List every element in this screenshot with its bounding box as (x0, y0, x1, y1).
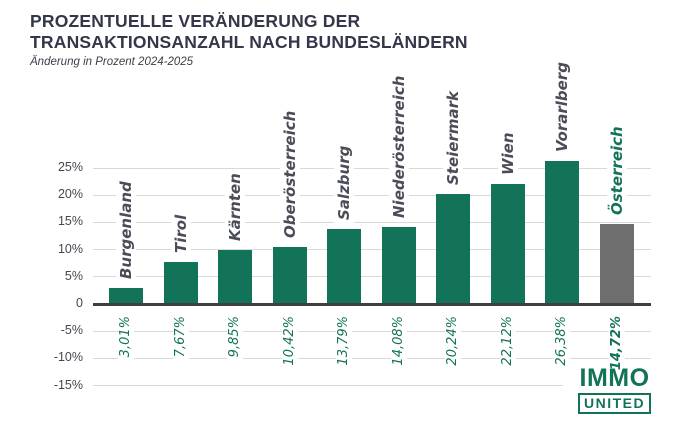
chart-title: PROZENTUELLE VERÄNDERUNG DER TRANSAKTION… (30, 11, 468, 53)
bar-value-steiermark: 20,24% (445, 313, 461, 369)
bar-value-burgenland: 3,01% (118, 313, 134, 361)
bar-label-vorarlberg: Vorarlberg (552, 58, 572, 155)
bar-label-steiermark: Steiermark (443, 88, 463, 189)
bar-value-vorarlberg: 26,38% (554, 313, 570, 369)
bar-label-oberoesterreich: Oberösterreich (279, 108, 300, 242)
y-axis-tick-label: -10% (53, 350, 83, 365)
bar-label-burgenland: Burgenland (116, 177, 136, 282)
y-axis-tick-label: -15% (53, 377, 83, 392)
gridline (93, 221, 651, 223)
gridline (93, 194, 651, 196)
y-axis-tick-label: -5% (60, 323, 83, 338)
bar-value-salzburg: 13,79% (336, 313, 352, 369)
bar-oberoesterreich (272, 247, 307, 304)
immo-united-logo: IMMO UNITED (578, 364, 652, 414)
bar-salzburg (327, 229, 361, 304)
bar-label-salzburg: Salzburg (334, 142, 354, 224)
bar-label-wien: Wien (497, 129, 518, 178)
bar-burgenland (109, 287, 143, 304)
gridline (93, 357, 651, 359)
y-axis-tick-label: 0 (76, 296, 83, 310)
bar-kaernten (218, 250, 252, 304)
chart-title-line2: TRANSAKTIONSANZAHL NACH BUNDESLÄNDERN (30, 32, 468, 52)
bar-value-oberoesterreich: 10,42% (281, 313, 298, 369)
chart-subtitle: Änderung in Prozent 2024-2025 (30, 56, 194, 68)
bar-value-niederoesterreich: 14,08% (390, 313, 407, 369)
logo-united-text: UNITED (578, 393, 652, 414)
bar-tirol (163, 262, 198, 304)
gridline (93, 249, 651, 251)
chart-title-line1: PROZENTUELLE VERÄNDERUNG DER (30, 11, 361, 31)
bar-niederoesterreich (381, 227, 416, 304)
bar-label-oesterreich: Österreich (606, 123, 627, 218)
bar-wien (490, 183, 525, 304)
plot-area: 25% 20% 15% 10% 5% 0 -5% -10% -15% Burgenland 3,01… (54, 58, 651, 402)
y-axis-tick-label: 10% (57, 241, 83, 256)
bar-label-tirol: Tirol (170, 212, 191, 257)
bar-steiermark (436, 194, 470, 304)
logo-immo-text: IMMO (579, 364, 650, 392)
gridline (93, 330, 651, 332)
bar-vorarlberg (545, 160, 579, 304)
y-axis-tick-label: 15% (57, 214, 83, 229)
bar-label-niederoesterreich: Niederösterreich (388, 73, 409, 222)
bar-oesterreich (599, 224, 634, 304)
bar-value-wien: 22,12% (499, 313, 516, 369)
bar-value-kaernten: 9,85% (227, 313, 243, 361)
y-axis-tick-label: 20% (57, 187, 83, 202)
y-axis-tick-label: 5% (64, 268, 83, 283)
gridline (93, 385, 563, 386)
gridline (93, 276, 651, 278)
x-axis-zero-line (93, 302, 651, 306)
y-axis-tick-label: 25% (57, 160, 83, 175)
bar-label-kaernten: Kärnten (225, 170, 245, 245)
bar-value-tirol: 7,67% (172, 313, 189, 361)
gridline (93, 167, 651, 169)
